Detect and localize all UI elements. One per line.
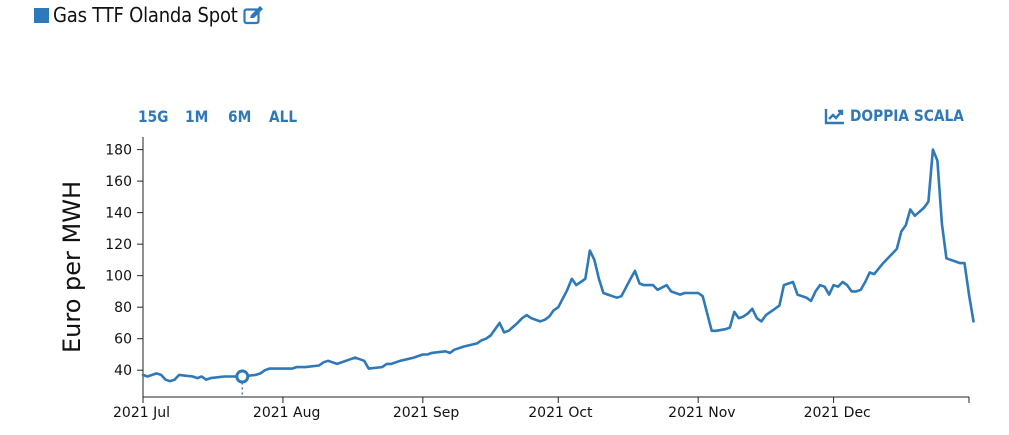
y-tick-label: 100	[105, 269, 132, 285]
hover-marker-group	[235, 369, 250, 395]
dual-scale-label: DOPPIA SCALA	[850, 106, 964, 125]
range-button-15g[interactable]: 15G	[138, 107, 169, 126]
y-tick-label: 80	[114, 300, 132, 316]
x-tick-label: 2021 Sep	[393, 405, 460, 421]
line-chart-icon	[824, 108, 844, 124]
x-tick-label: 2021 Dec	[804, 405, 871, 421]
series-line-0	[141, 148, 975, 383]
chart-title-row: Gas TTF Olanda Spot	[34, 2, 265, 28]
y-tick-label: 40	[114, 363, 132, 379]
x-axis: 2021 Jul 2021 Aug 2021 Sep 2021 Oct 2021 Nov…	[113, 396, 970, 421]
x-tick-label: 2021 Aug	[253, 405, 320, 421]
range-button-all[interactable]: ALL	[269, 107, 298, 126]
x-tick-label: 2021 Jul	[113, 405, 170, 421]
series-group	[141, 148, 975, 383]
chart-title: Gas TTF Olanda Spot	[53, 3, 238, 27]
legend-swatch-icon	[34, 7, 49, 23]
y-tick-label: 160	[105, 174, 132, 190]
range-button-6m[interactable]: 6M	[228, 107, 252, 126]
y-tick-label: 120	[105, 237, 132, 253]
x-tick-label: 2021 Nov	[668, 405, 735, 421]
y-axis: 40 60 80 100 120 140 160 180	[105, 137, 144, 397]
dual-scale-button[interactable]: DOPPIA SCALA	[824, 106, 982, 125]
y-tick-label: 140	[105, 206, 132, 222]
hover-point-marker[interactable]	[235, 369, 250, 384]
y-tick-label: 180	[105, 143, 132, 159]
y-tick-label: 60	[114, 332, 132, 348]
edit-icon[interactable]	[243, 5, 265, 25]
range-button-1m[interactable]: 1M	[185, 107, 209, 126]
x-tick-label: 2021 Oct	[528, 405, 593, 421]
